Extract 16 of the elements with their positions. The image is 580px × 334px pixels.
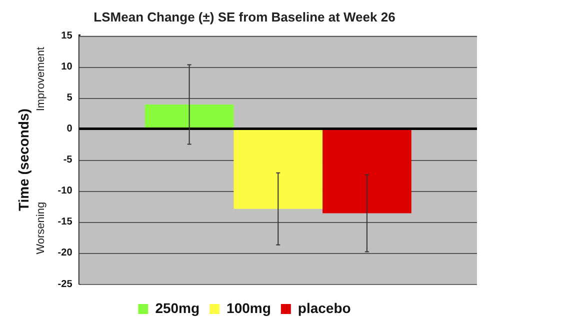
y-tick-label: 5 bbox=[66, 92, 73, 104]
legend-label: placebo bbox=[298, 300, 351, 316]
y-tick-label: -20 bbox=[58, 248, 73, 259]
y-tick-label: 0 bbox=[66, 124, 73, 134]
y-tick-label: -25 bbox=[58, 278, 73, 290]
y-tick-label: -10 bbox=[58, 186, 73, 197]
legend-label: 250mg bbox=[155, 300, 200, 316]
text: Worsening bbox=[35, 202, 48, 254]
y-tick-label: 15 bbox=[61, 30, 73, 42]
legend-label: 100mg bbox=[226, 300, 271, 316]
y-tick-label: -15 bbox=[58, 216, 73, 228]
y-tick-label: -5 bbox=[63, 154, 73, 166]
y-tick-label: 10 bbox=[61, 61, 73, 72]
text: Improvement bbox=[35, 46, 48, 112]
y-axis-title: Time (seconds) bbox=[15, 108, 32, 212]
chart-title: LSMean Change (±) SE from Baseline at Week 26 bbox=[94, 9, 396, 24]
